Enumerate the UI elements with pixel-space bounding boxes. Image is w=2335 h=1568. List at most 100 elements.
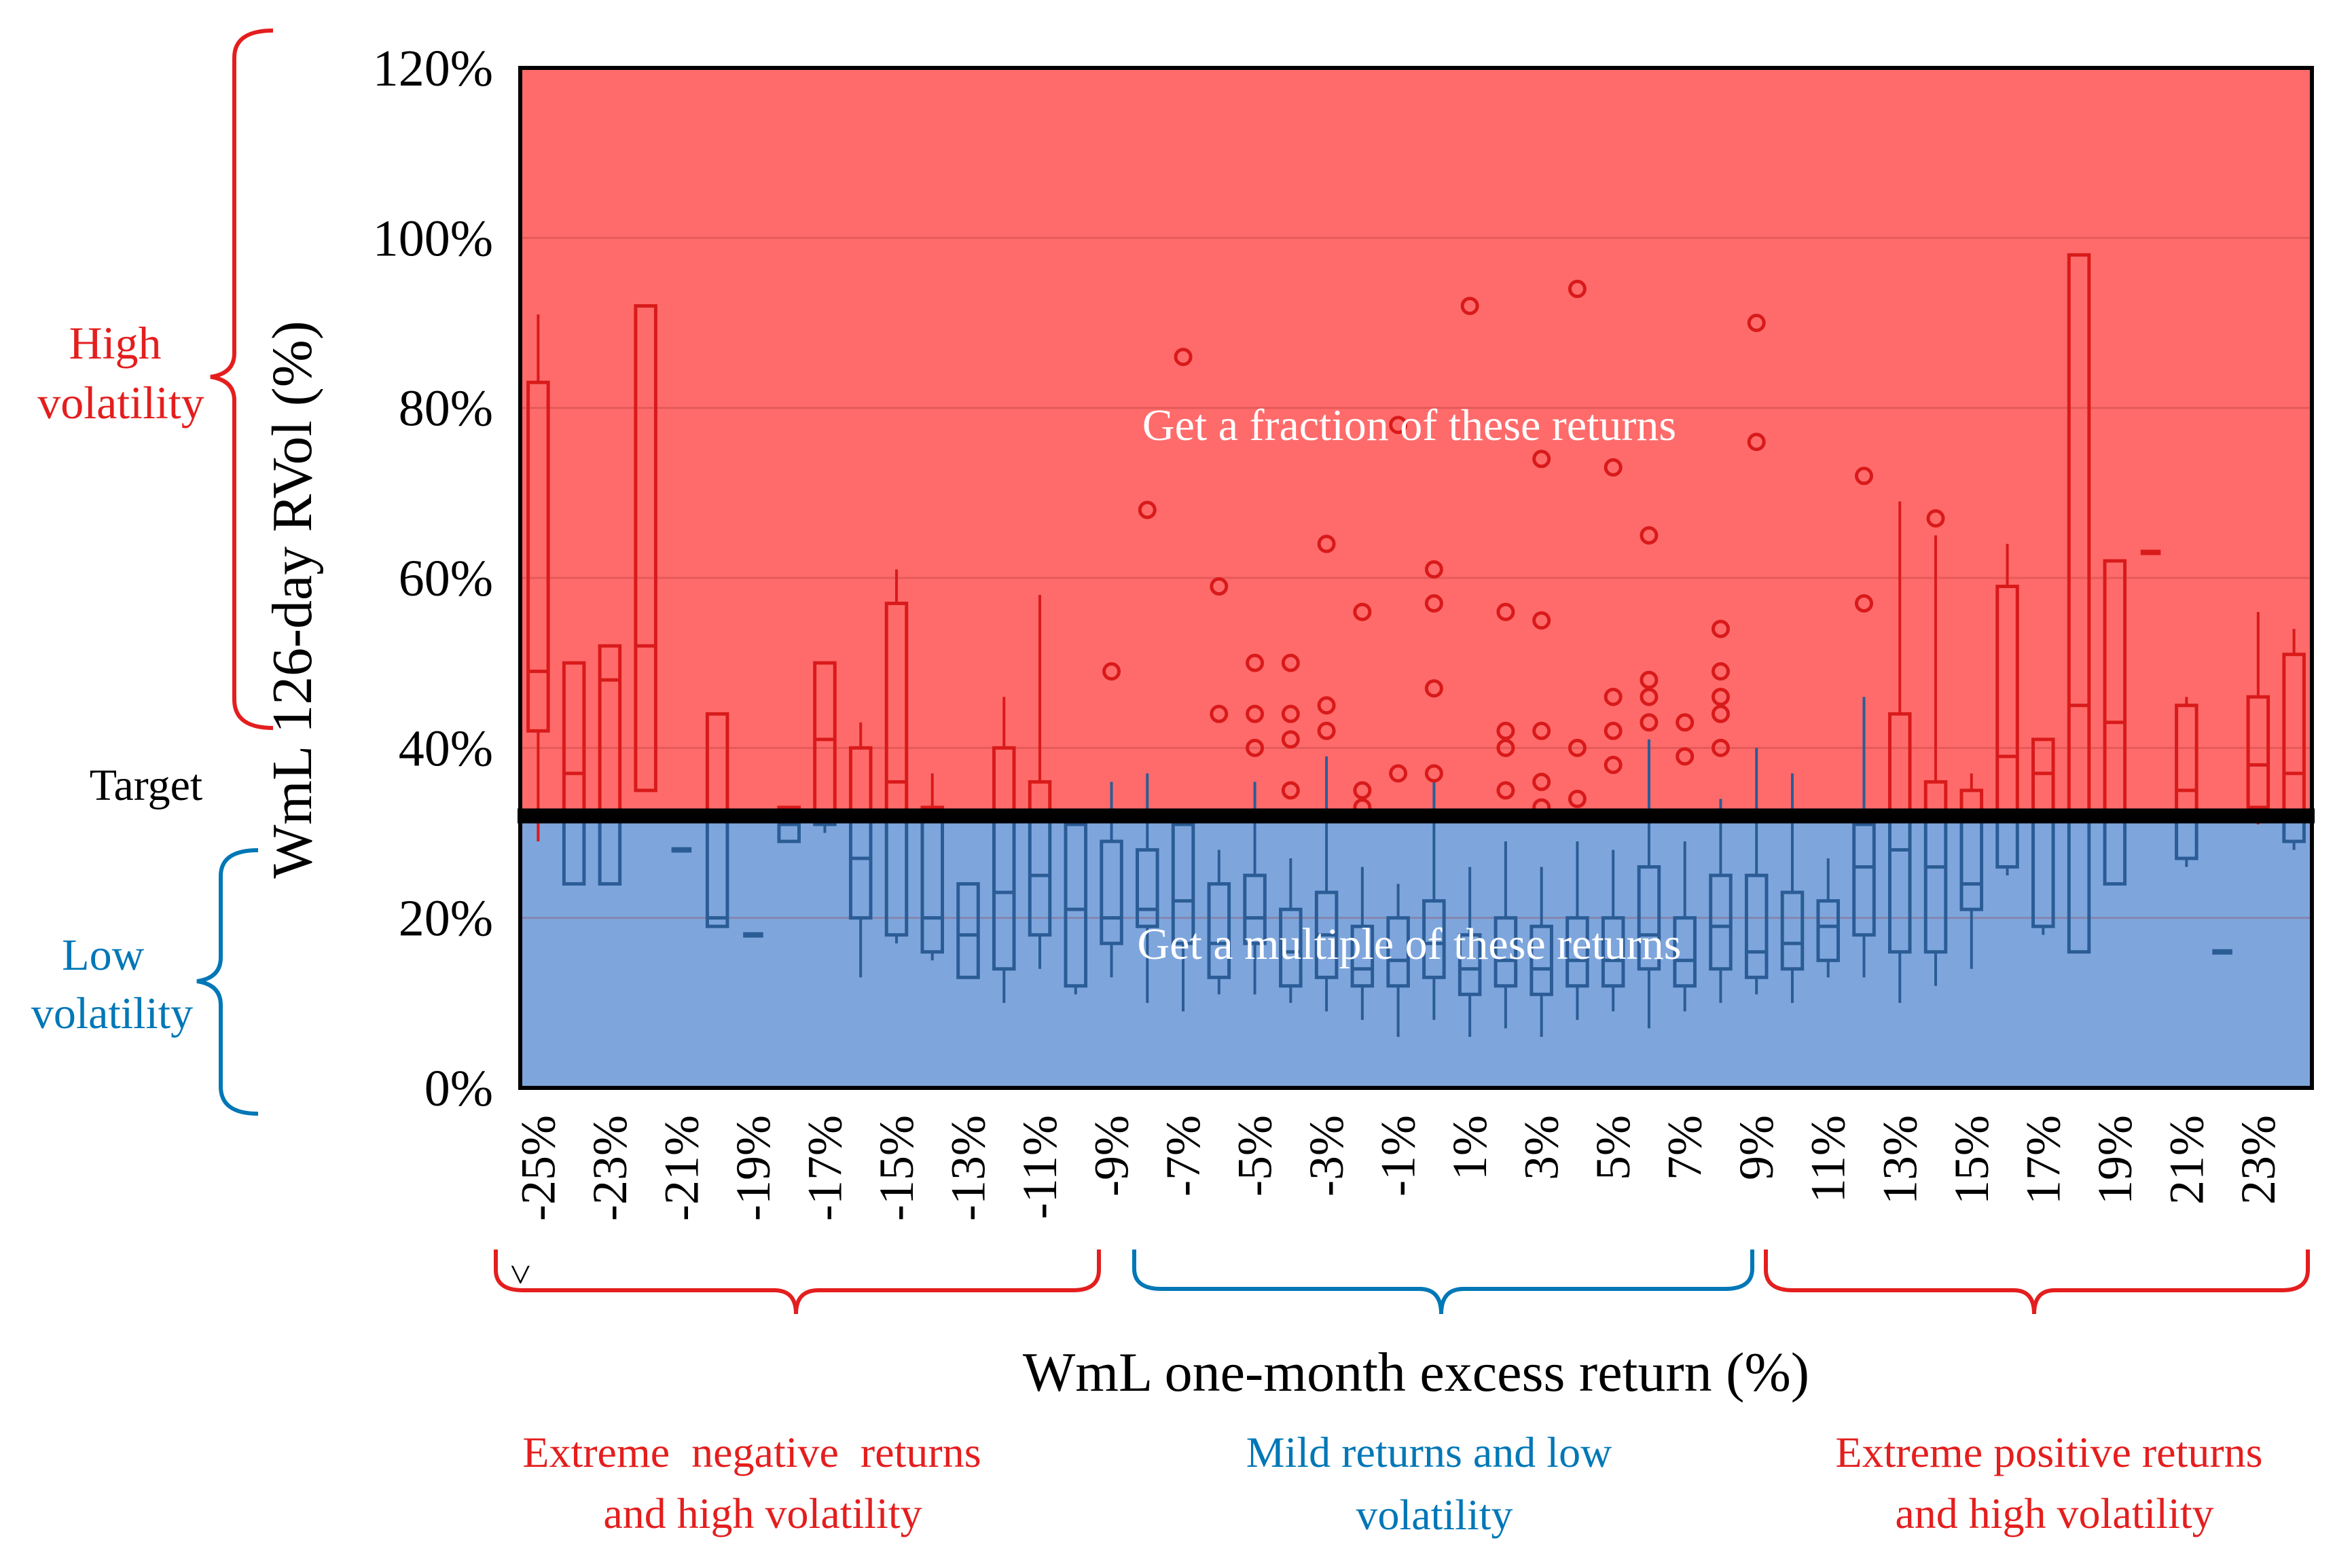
box-dash: [2140, 549, 2161, 555]
outlier-point: [1496, 602, 1515, 621]
low-volatility-zone: [520, 816, 2312, 1088]
x-tick-label: -21%: [654, 1115, 708, 1221]
outlier-point: [1604, 721, 1623, 740]
outlier-point: [1604, 687, 1623, 706]
high-volatility-line-1: High: [69, 317, 162, 369]
y-tick-labels: 0% 20% 40% 60% 80% 100% 120%: [373, 40, 493, 1117]
tail-marker: <: [500, 1264, 542, 1286]
positive-group-line-2: and high volatility: [1895, 1489, 2213, 1537]
box-body: [2246, 695, 2270, 809]
outlier-point: [1926, 509, 1945, 528]
x-tick-label: 17%: [2016, 1115, 2070, 1205]
box-plot: [1064, 822, 1088, 995]
outlier-point: [1711, 662, 1730, 681]
high-volatility-label: High volatility: [37, 317, 204, 429]
box-plot: [1816, 858, 1841, 978]
box-plot: [956, 882, 980, 979]
negative-group-caption: Extreme negative returns and high volati…: [0, 0, 1036, 1537]
box-plot: [1207, 850, 1231, 995]
box-body: [1207, 882, 1231, 979]
box-body: [1279, 907, 1303, 988]
y-tick-label: 100%: [373, 210, 493, 267]
x-tick-label: 21%: [2159, 1115, 2213, 1205]
outlier-point: [1210, 577, 1229, 596]
y-tick-label: 80%: [399, 380, 493, 437]
box-body: [1350, 924, 1375, 988]
y-axis-label: WmL 126-day RVol (%): [261, 321, 324, 878]
box-body: [1780, 890, 1805, 971]
box-body: [1494, 916, 1518, 988]
outlier-point: [1640, 687, 1659, 706]
outlier-point: [1640, 526, 1659, 545]
box-plot: [1279, 858, 1303, 1003]
x-tick-label: -9%: [1085, 1115, 1139, 1197]
y-tick-label: 40%: [399, 720, 493, 777]
x-tick-label: 7%: [1658, 1115, 1712, 1180]
outlier-point: [1604, 755, 1623, 774]
plot-frame: [518, 66, 2314, 1090]
outlier-point: [1353, 602, 1372, 621]
box-plot: [1780, 773, 1805, 1003]
box-body: [1673, 916, 1697, 988]
box-plot: [1529, 867, 1553, 1037]
y-tick-label: 120%: [373, 40, 493, 97]
outlier-point: [1711, 619, 1730, 638]
box-plot: [1386, 883, 1410, 1037]
x-tick-labels: -25% -23% -21% -19% -17% -15% -13% -11% -9% -7% -5…: [511, 1115, 2285, 1221]
outlier-point: [1496, 721, 1515, 740]
outlier-point: [1532, 772, 1551, 791]
box-body: [1458, 933, 1482, 996]
x-tick-label: 3%: [1515, 1115, 1569, 1180]
outlier-point: [1281, 653, 1300, 672]
high-volatility-zone: [520, 68, 2312, 816]
negative-group-line-1: Extreme negative returns: [522, 1428, 981, 1476]
negative-group-brace: [494, 1250, 1101, 1315]
box-plot: [1458, 867, 1482, 1037]
x-tick-label: -3%: [1299, 1115, 1354, 1197]
high-zone-text: Get a fraction of these returns: [1142, 401, 1676, 450]
box-plot: [671, 847, 692, 853]
outlier-point: [1317, 534, 1336, 553]
outlier-point: [1353, 781, 1372, 800]
outlier-point: [1424, 594, 1443, 613]
x-tick-label: -15%: [869, 1115, 924, 1221]
outlier-point: [1246, 653, 1265, 672]
x-tick-label: -13%: [941, 1115, 996, 1221]
box-body: [1565, 916, 1589, 988]
x-tick-label: 15%: [1944, 1115, 1999, 1205]
outlier-point: [1568, 279, 1587, 298]
outlier-point: [1640, 670, 1659, 689]
low-volatility-line-2: volatility: [31, 989, 193, 1038]
negative-group-line-2: and high volatility: [603, 1489, 922, 1537]
x-tick-label: -1%: [1371, 1115, 1426, 1197]
positive-group-line-1: Extreme positive returns: [1835, 1428, 2262, 1476]
mild-group-brace: [1132, 1250, 1754, 1315]
x-axis-label: WmL one-month excess return (%): [1023, 1341, 1809, 1403]
outlier-point: [1711, 738, 1730, 757]
outlier-point: [1102, 662, 1121, 681]
box-plot: [2212, 949, 2232, 955]
x-tick-label: 1%: [1443, 1115, 1497, 1180]
box-plot: [1494, 841, 1518, 1029]
positive-group-caption: Extreme positive returns and high volati…: [1835, 1428, 2273, 1537]
box-plot: [1601, 850, 1625, 1012]
outlier-point: [1389, 416, 1408, 435]
box-body: [1816, 899, 1841, 962]
box-body: [1601, 916, 1625, 988]
box-plot: [1350, 867, 1375, 1020]
outlier-point: [1246, 704, 1265, 723]
box-body: [1136, 848, 1159, 928]
box-plot: [743, 932, 763, 938]
mild-group-line-1: Mild returns and low: [1246, 1428, 1612, 1476]
outlier-point: [1568, 789, 1587, 808]
high-volatility-brace: [210, 29, 274, 730]
outlier-point: [1281, 781, 1300, 800]
low-volatility-brace: [196, 848, 259, 1116]
box-body: [634, 304, 657, 792]
x-tick-label: -23%: [583, 1115, 637, 1221]
outlier-point: [1496, 738, 1515, 757]
low-zone-text: Get a multiple of these returns: [1138, 919, 1682, 969]
low-volatility-label: Low volatility: [31, 930, 193, 1038]
x-tick-label: 11%: [1801, 1115, 1856, 1203]
